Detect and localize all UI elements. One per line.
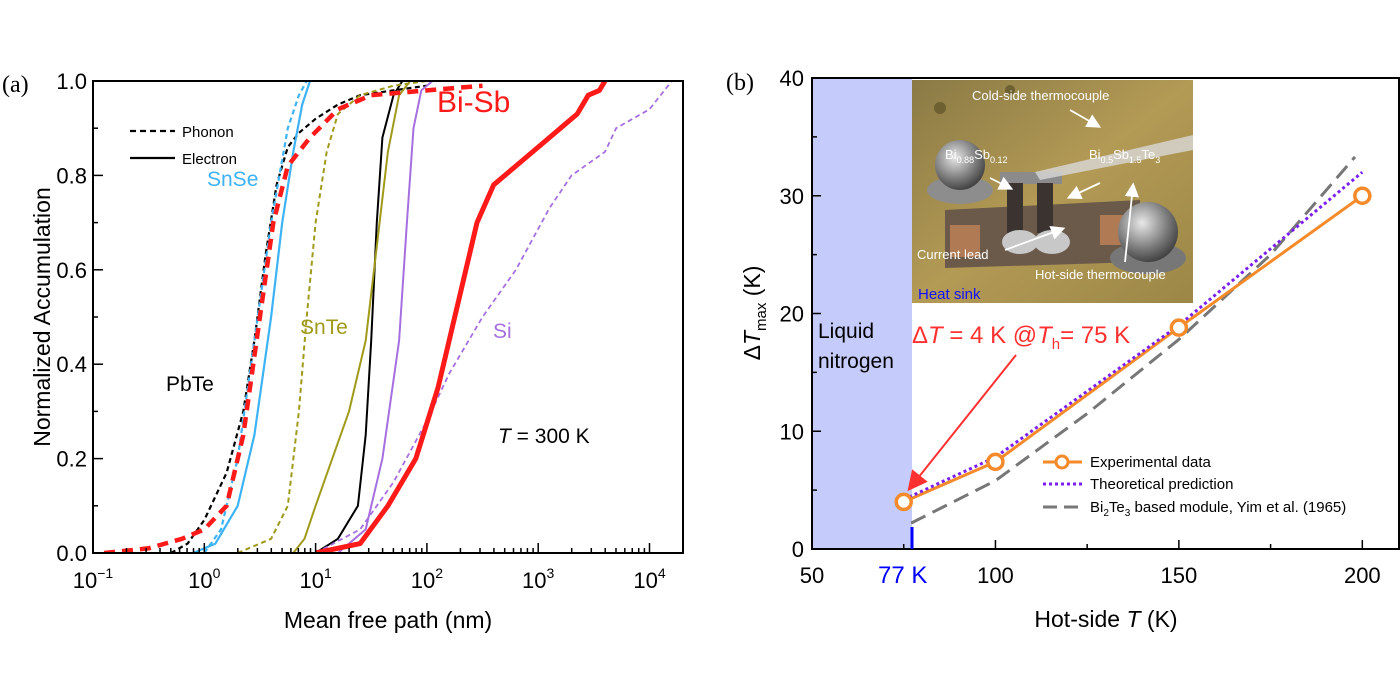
photo-arrow bbox=[1066, 182, 1101, 199]
panel-a: (a) 0.00.20.40.60.81.0 10−1 100 101 102 103 1… bbox=[2, 69, 684, 633]
y-tick-label: 0 bbox=[792, 537, 804, 562]
panel-b: (b) Liquid nitrogen Cold-sid bbox=[726, 66, 1400, 632]
panel-b-label: (b) bbox=[726, 70, 754, 96]
y-tick-label: 10 bbox=[780, 419, 804, 444]
panel-b-y-axis-label: ΔTmax (K) bbox=[739, 266, 770, 361]
photo-screw-right bbox=[1118, 202, 1178, 262]
annotation-arrow bbox=[907, 354, 1017, 492]
y-tick-label: 1.0 bbox=[56, 69, 87, 94]
experimental-data-point bbox=[1169, 318, 1189, 337]
photo-thermocouple-wire bbox=[1035, 135, 1193, 180]
label-pbte: PbTe bbox=[166, 373, 214, 396]
series-pbte-electron bbox=[315, 81, 404, 553]
panel-b-legend: Experimental data Theoretical prediction… bbox=[1043, 454, 1346, 519]
series-bi2te3-based-module-yim-et-al-1965 bbox=[910, 155, 1357, 525]
legend-experimental-label: Experimental data bbox=[1090, 454, 1212, 471]
series-experimental-data bbox=[903, 194, 1364, 504]
label-bisb: Bi-Sb bbox=[437, 86, 510, 119]
legend-electron-label: Electron bbox=[182, 151, 237, 168]
photo-arrow bbox=[1124, 182, 1140, 263]
y-tick-label: 30 bbox=[780, 184, 804, 209]
series-snte-electron bbox=[292, 81, 411, 553]
series-si-phonon bbox=[315, 81, 673, 553]
panel-a-label: (a) bbox=[2, 72, 29, 98]
panel-b-y-tick-labels: 0 10 20 30 40 bbox=[780, 66, 804, 562]
photo-label-hot-thermocouple: Hot-side thermocouple bbox=[1035, 267, 1166, 282]
liquid-nitrogen-label-line2: nitrogen bbox=[818, 350, 894, 373]
photo-label-bst: Bi0.5Sb1.5Te3 bbox=[1089, 147, 1160, 165]
x-tick-label: 103 bbox=[522, 565, 554, 593]
series-pbte-phonon bbox=[170, 84, 428, 553]
liquid-nitrogen-region bbox=[812, 78, 912, 549]
annotation-delta-t: ΔT = 4 K @Th= 75 K bbox=[912, 322, 1130, 353]
label-snte: SnTe bbox=[300, 316, 348, 339]
photo-arrow bbox=[1004, 225, 1066, 251]
legend-phonon-label: Phonon bbox=[182, 124, 234, 141]
y-tick-label: 0.0 bbox=[56, 541, 87, 566]
label-snse: SnSe bbox=[207, 168, 258, 191]
marker-77k-label: 77 K bbox=[878, 562, 927, 589]
panel-a-ticks bbox=[92, 80, 684, 554]
x-tick-label: 150 bbox=[1161, 563, 1198, 588]
x-tick-label: 10−1 bbox=[73, 565, 114, 593]
series-si-electron bbox=[337, 81, 434, 553]
photo-arrow bbox=[989, 176, 1014, 190]
photo-label-cold-thermocouple: Cold-side thermocouple bbox=[972, 88, 1109, 103]
photo-label-bisb: Bi0.88Sb0.12 bbox=[945, 147, 1008, 165]
x-tick-label: 100 bbox=[977, 563, 1014, 588]
y-tick-label: 0.2 bbox=[56, 447, 87, 472]
photo-label-current-lead: Current lead bbox=[917, 247, 989, 262]
panel-a-x-axis-label: Mean free path (nm) bbox=[284, 607, 492, 633]
panel-a-legend: Phonon Electron bbox=[130, 124, 237, 168]
x-tick-label: 200 bbox=[1344, 563, 1381, 588]
panel-a-y-tick-labels: 0.0 0.2 0.4 0.6 0.8 1.0 bbox=[56, 69, 87, 566]
panel-b-curves bbox=[903, 155, 1364, 525]
photo-copper-pad bbox=[950, 225, 980, 257]
photo-leg-bisb bbox=[1007, 183, 1023, 233]
series-snte-phonon bbox=[237, 81, 428, 553]
photo-screw-left bbox=[935, 140, 985, 190]
y-tick-label: 40 bbox=[780, 66, 804, 91]
y-tick-label: 0.8 bbox=[56, 163, 87, 188]
x-tick-label: 101 bbox=[299, 565, 331, 593]
y-tick-label: 20 bbox=[780, 302, 804, 327]
x-tick-label: 100 bbox=[188, 565, 220, 593]
legend-theory-label: Theoretical prediction bbox=[1090, 476, 1233, 493]
x-tick-label: 104 bbox=[633, 565, 665, 593]
experimental-data-point bbox=[986, 452, 1005, 472]
experimental-data-point bbox=[1353, 186, 1372, 205]
photo-label-heat-sink: Heat sink bbox=[918, 286, 981, 303]
photo-leg-bst bbox=[1037, 183, 1053, 233]
photo-hole bbox=[1005, 85, 1015, 95]
series-bi-sb-electron bbox=[315, 81, 608, 553]
legend-yim-label: Bi2Te3 based module, Yim et al. (1965) bbox=[1090, 499, 1346, 519]
legend-experimental-marker bbox=[1054, 454, 1070, 470]
panel-b-x-tick-labels: 50 100 150 200 bbox=[800, 563, 1381, 588]
photo-hole bbox=[934, 102, 946, 114]
panel-a-x-tick-labels: 10−1 100 101 102 103 104 bbox=[73, 565, 666, 593]
x-tick-label: 50 bbox=[800, 563, 824, 588]
liquid-nitrogen-label-line1: Liquid bbox=[818, 320, 874, 343]
panel-a-y-axis-label: Normalized Accumulation bbox=[29, 187, 55, 447]
series-bi-sb-phonon bbox=[103, 83, 483, 553]
photo-solder bbox=[1002, 230, 1038, 254]
series-snse-electron bbox=[192, 81, 312, 553]
panel-b-x-axis-label: Hot-side T (K) bbox=[1034, 606, 1177, 632]
label-si: Si bbox=[493, 320, 512, 343]
inset-photo: Cold-side thermocouple Bi0.88Sb0.12 Bi0.… bbox=[912, 80, 1193, 303]
y-tick-label: 0.6 bbox=[56, 258, 87, 283]
y-tick-label: 0.4 bbox=[56, 352, 87, 377]
experimental-data-point bbox=[894, 492, 913, 512]
panel-b-ticks bbox=[811, 77, 1364, 550]
panel-a-curves bbox=[103, 81, 673, 553]
photo-arrow bbox=[1069, 109, 1102, 128]
x-tick-label: 102 bbox=[411, 565, 443, 593]
series-theoretical-prediction bbox=[903, 171, 1364, 501]
temperature-annotation: T = 300 K bbox=[498, 425, 590, 448]
